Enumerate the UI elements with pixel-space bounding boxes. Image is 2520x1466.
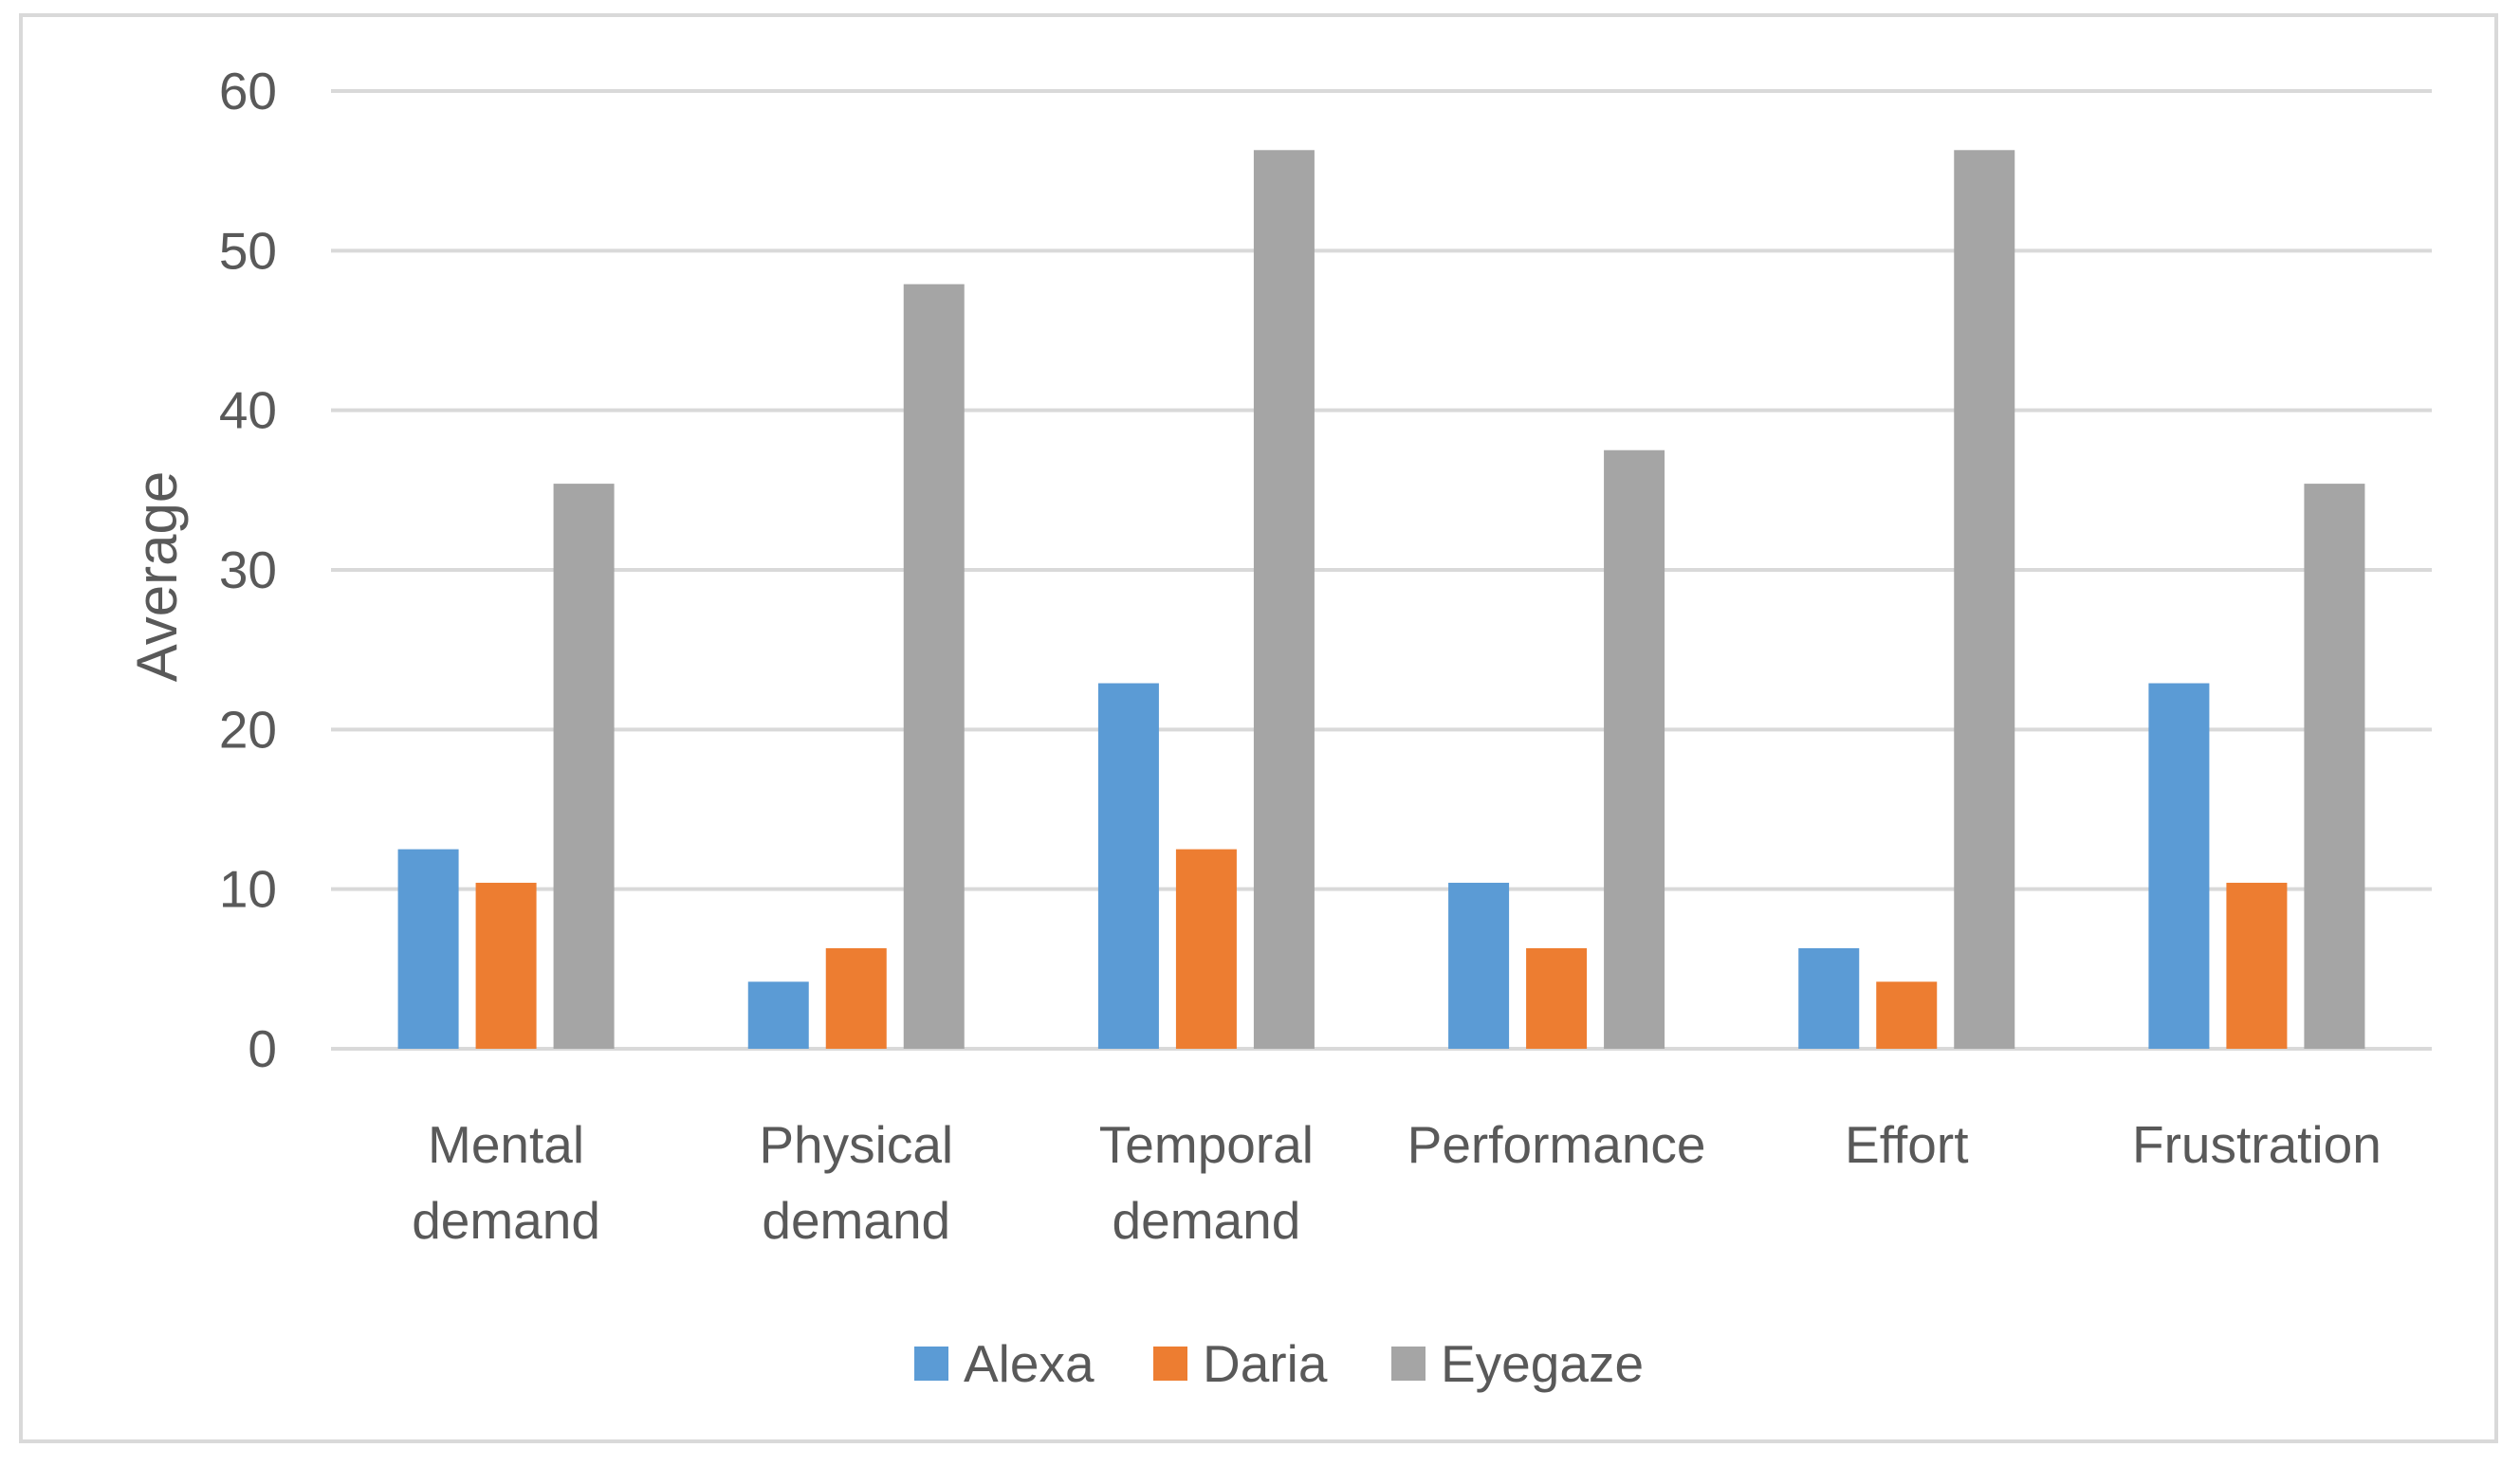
x-category-line: Temporal [1099,1115,1314,1174]
x-category-label: Performance [1407,1115,1706,1174]
bar-daria [1876,981,1938,1049]
gridlines [331,89,2432,1051]
x-category-label: Frustration [2132,1115,2382,1174]
x-category-line: Performance [1407,1115,1706,1174]
bar-eyegaze [1604,449,1665,1049]
legend-label-alexa: Alexa [964,1334,1094,1393]
y-tick-label: 30 [219,541,277,599]
bar-eyegaze [1954,150,2015,1050]
x-category-label: Mental demand [412,1115,600,1250]
bar-eyegaze [1253,150,1315,1050]
x-category-label: Temporal demand [1099,1115,1314,1250]
bar-alexa [1448,882,1510,1049]
y-axis-title: Average [125,471,189,682]
bar-daria [1175,849,1237,1049]
legend-label-daria: Daria [1203,1334,1328,1393]
x-category-line: Frustration [2132,1115,2382,1174]
bar-alexa [747,981,809,1049]
x-category-line: Physical [759,1115,953,1174]
bar-alexa [1798,947,1860,1049]
x-category-line: Effort [1845,1115,1968,1174]
y-tick-label: 0 [248,1019,277,1078]
y-tick-label: 40 [219,381,277,440]
bar-daria [2226,882,2288,1049]
bar-chart: 0 10 20 30 40 50 60 Mental demand Physical demand… [125,62,2432,1393]
x-category-line: demand [1113,1191,1301,1250]
bar-eyegaze [903,284,965,1049]
legend-swatch-alexa [914,1347,948,1381]
x-category-label: Effort [1845,1115,1968,1174]
x-category-line: Mental [428,1115,584,1174]
bar-daria [825,947,887,1049]
legend-swatch-daria [1153,1347,1187,1381]
bar-daria [475,882,537,1049]
bars [397,150,2365,1050]
bar-alexa [397,849,459,1049]
chart-frame: 0 10 20 30 40 50 60 Mental demand Physical demand… [19,13,2498,1443]
y-tick-label: 20 [219,700,277,759]
x-axis-categories: Mental demand Physical demand Temporal demand… [412,1115,2382,1250]
y-axis-ticks: 0 10 20 30 40 50 60 [219,62,277,1078]
bar-eyegaze [553,484,615,1050]
y-tick-label: 60 [219,62,277,120]
y-tick-label: 50 [219,221,277,280]
y-tick-label: 10 [219,860,277,919]
legend: Alexa Daria Eyegaze [914,1334,1644,1393]
bar-daria [1526,947,1588,1049]
bar-alexa [1097,683,1159,1049]
legend-swatch-eyegaze [1391,1347,1426,1381]
bar-eyegaze [2304,484,2365,1050]
x-category-line: demand [762,1191,950,1250]
x-category-line: demand [412,1191,600,1250]
legend-label-eyegaze: Eyegaze [1441,1334,1644,1393]
x-category-label: Physical demand [759,1115,953,1250]
bar-alexa [2148,683,2210,1049]
